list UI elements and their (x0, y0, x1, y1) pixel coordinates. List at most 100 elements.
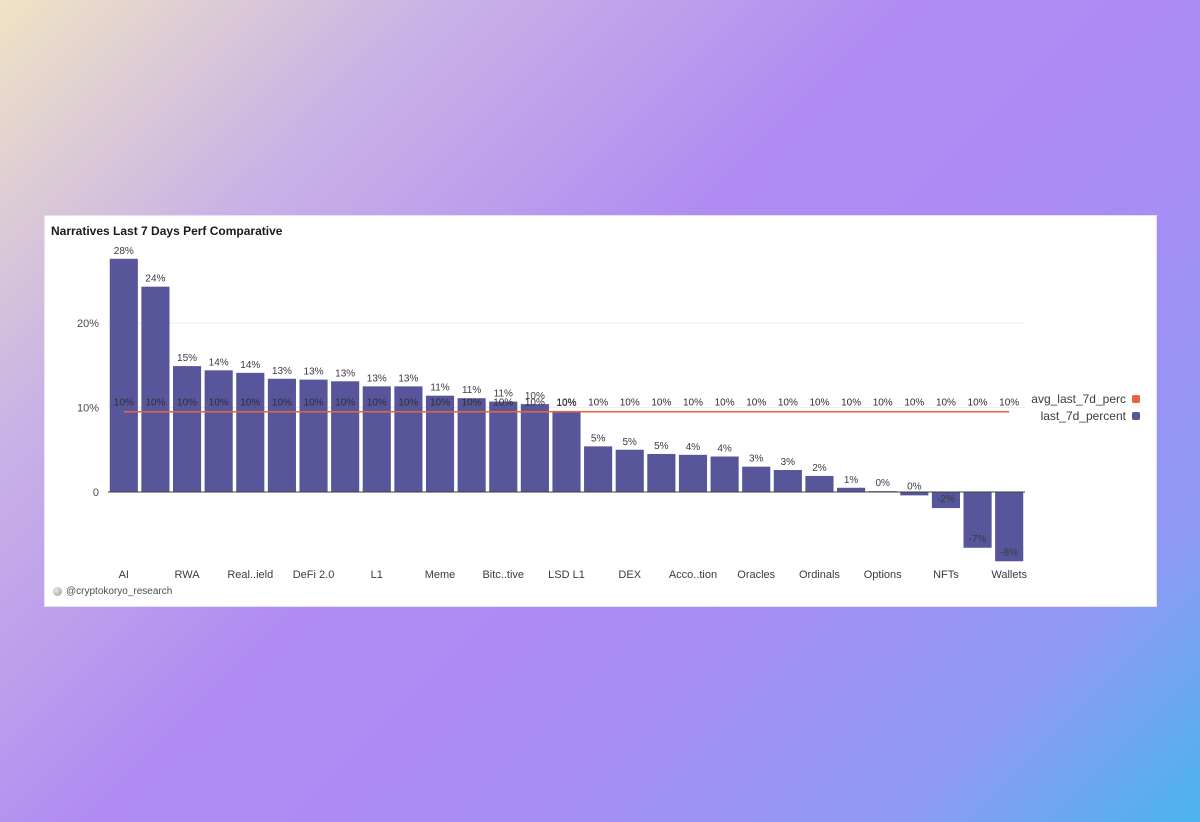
bar-value-label-8: 13% (367, 373, 387, 384)
avg-value-label-21: 10% (778, 398, 798, 409)
bar-value-label-7: 13% (335, 368, 355, 379)
credit-handle: @cryptokoryo_research (66, 586, 173, 597)
bar-value-label-6: 13% (304, 367, 324, 378)
bar-value-label-19: 4% (717, 444, 732, 455)
avg-value-label-19: 10% (715, 398, 735, 409)
x-tick-label-10: Meme (425, 569, 456, 581)
avg-value-label-20: 10% (746, 398, 766, 409)
bar-chart: 0 10% 20% 28% 24% 15% 14% 14% 13% 13% 13% 13% 13% 11%… (77, 246, 1028, 581)
bar-value-label-15: 5% (591, 433, 606, 444)
bar-value-label-10: 11% (430, 383, 449, 394)
x-tick-label-22: Ordinals (799, 569, 840, 581)
legend-swatch-last7d (1132, 411, 1140, 420)
bar-14 (552, 410, 581, 492)
bar-value-label-13: 10% (525, 391, 545, 402)
bar-value-label-23: 1% (844, 475, 859, 486)
avg-value-label-10: 10% (430, 398, 450, 409)
avg-value-label-9: 10% (398, 398, 418, 409)
bar-value-label-25: 0% (907, 481, 922, 492)
legend: avg_last_7d_perc last_7d_percent (1031, 390, 1140, 424)
y-tick-label-2: 20% (77, 318, 99, 330)
avg-value-label-23: 10% (841, 398, 861, 409)
bar-20 (742, 466, 771, 492)
avg-value-label-15: 10% (588, 398, 608, 409)
x-tick-label-24: Options (864, 569, 902, 581)
legend-label-last7d: last_7d_percent (1040, 408, 1126, 423)
legend-item-last7d[interactable]: last_7d_percent (1031, 407, 1140, 424)
legend-label-avg: avg_last_7d_perc (1031, 391, 1126, 406)
bar-19 (710, 456, 739, 492)
bar-value-label-28: -8% (1000, 547, 1018, 558)
bar-13 (520, 404, 549, 492)
avg-value-label-12: 10% (493, 398, 513, 409)
bar-3 (204, 370, 233, 492)
bar-8 (362, 386, 391, 492)
avg-value-label-28: 10% (999, 398, 1019, 409)
bar-9 (394, 386, 423, 492)
avg-value-label-11: 10% (462, 398, 482, 409)
bar-21 (773, 470, 802, 492)
bar-25 (900, 492, 929, 496)
bar-5 (267, 378, 296, 492)
chart-title: Narratives Last 7 Days Perf Comparative (51, 224, 283, 238)
x-tick-label-8: L1 (371, 569, 383, 581)
avg-value-label-17: 10% (651, 398, 671, 409)
bar-12 (489, 401, 518, 492)
bar-value-label-21: 3% (781, 457, 796, 468)
avg-value-label-13: 10% (525, 398, 545, 409)
bar-value-label-17: 5% (654, 441, 669, 452)
bar-value-label-4: 14% (240, 360, 260, 371)
avg-value-label-7: 10% (335, 398, 355, 409)
bar-value-label-14: 10% (556, 398, 576, 409)
avg-value-label-1: 10% (145, 398, 165, 409)
avg-value-label-22: 10% (809, 398, 829, 409)
bar-value-label-9: 13% (398, 373, 418, 384)
bar-value-label-2: 15% (177, 353, 197, 364)
bar-18 (678, 454, 708, 492)
x-tick-label-26: NFTs (933, 569, 959, 581)
bar-11 (457, 398, 486, 492)
credit: @cryptokoryo_research (53, 586, 172, 597)
y-tick-label-0: 0 (93, 487, 99, 499)
avg-value-label-8: 10% (367, 398, 387, 409)
x-tick-label-18: Acco..tion (669, 569, 717, 581)
x-tick-label-28: Wallets (991, 569, 1027, 581)
bar-4 (236, 372, 265, 492)
bar-27 (963, 492, 992, 548)
bar-value-label-20: 3% (749, 454, 764, 465)
bar-value-label-11: 11% (462, 385, 481, 396)
x-tick-label-2: RWA (175, 569, 201, 581)
bar-7 (331, 381, 360, 492)
avg-value-label-5: 10% (272, 398, 292, 409)
chart-card: Narratives Last 7 Days Perf Comparative … (44, 215, 1157, 607)
x-tick-label-6: DeFi 2.0 (293, 569, 335, 581)
avg-value-label-25: 10% (904, 398, 924, 409)
x-tick-label-4: Real..ield (227, 569, 273, 581)
x-tick-label-20: Oracles (737, 569, 775, 581)
bar-22 (805, 475, 834, 492)
avatar-icon (53, 587, 62, 596)
avg-value-label-4: 10% (240, 398, 260, 409)
bar-value-label-18: 4% (686, 442, 701, 453)
y-tick-label-1: 10% (77, 403, 99, 415)
avg-value-label-6: 10% (304, 398, 324, 409)
avg-value-label-18: 10% (683, 398, 703, 409)
bar-value-label-24: 0% (875, 478, 890, 489)
bar-value-label-26: -2% (937, 494, 955, 505)
bar-26 (931, 492, 961, 509)
x-tick-label-0: AI (119, 569, 129, 581)
avg-value-label-14: 10% (556, 398, 576, 409)
legend-item-avg[interactable]: avg_last_7d_perc (1031, 390, 1140, 407)
avg-value-label-26: 10% (936, 398, 956, 409)
avg-value-label-27: 10% (968, 398, 988, 409)
bar-10 (425, 395, 455, 492)
legend-swatch-avg (1132, 394, 1140, 403)
avg-value-label-3: 10% (209, 398, 229, 409)
bar-value-label-22: 2% (812, 463, 827, 474)
x-tick-label-16: DEX (618, 569, 641, 581)
avg-value-label-16: 10% (620, 398, 640, 409)
x-tick-label-14: LSD L1 (548, 569, 585, 581)
bar-value-label-16: 5% (623, 437, 638, 448)
avg-value-label-24: 10% (873, 398, 893, 409)
x-tick-label-12: Bitc..tive (482, 569, 524, 581)
